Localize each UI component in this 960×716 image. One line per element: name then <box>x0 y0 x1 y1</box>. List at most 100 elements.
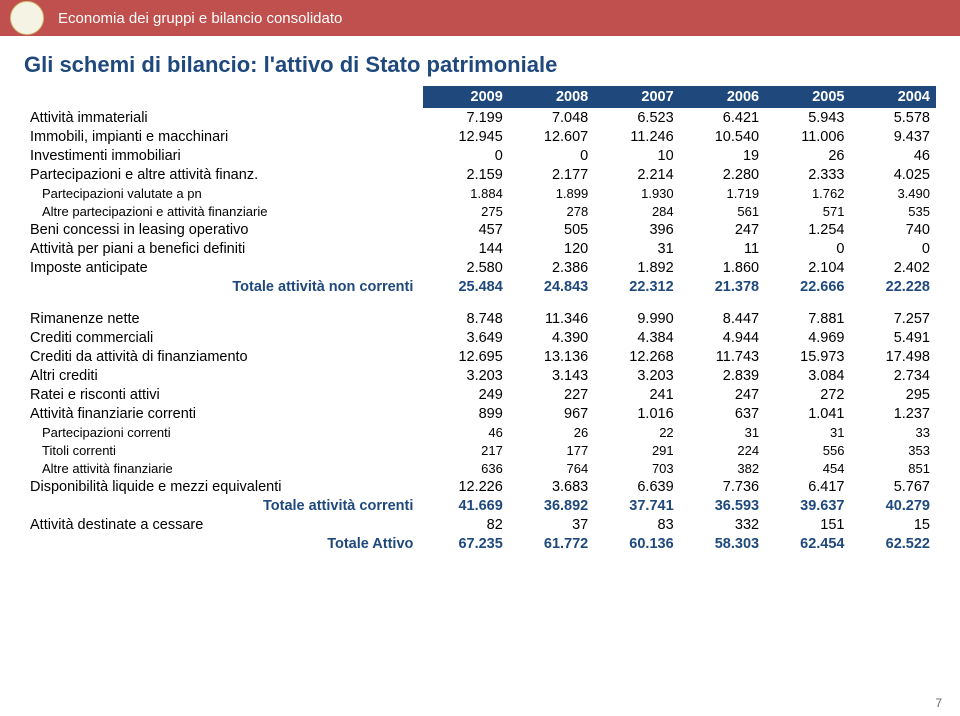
cell-value: 1.237 <box>851 404 937 423</box>
cell-value: 11.246 <box>594 127 679 146</box>
cell-value: 505 <box>509 220 594 239</box>
cell-value: 2.734 <box>851 366 937 385</box>
cell-value: 0 <box>765 239 850 258</box>
data-row: Partecipazioni correnti462622313133 <box>24 423 936 441</box>
cell-value: 10 <box>594 146 679 165</box>
cell-value: 37 <box>509 515 594 534</box>
year-header: 2009 <box>423 86 508 108</box>
cell-value: 67.235 <box>423 534 508 553</box>
cell-value: 40.279 <box>851 496 937 515</box>
cell-value: 454 <box>765 459 850 477</box>
cell-value: 1.860 <box>680 258 765 277</box>
cell-value: 1.899 <box>509 184 594 202</box>
data-row: Crediti commerciali3.6494.3904.3844.9444… <box>24 328 936 347</box>
cell-value: 3.203 <box>423 366 508 385</box>
total-row: Totale attività non correnti25.48424.843… <box>24 277 936 296</box>
cell-value: 4.969 <box>765 328 850 347</box>
row-label: Beni concessi in leasing operativo <box>24 220 423 239</box>
cell-value: 1.719 <box>680 184 765 202</box>
cell-value: 0 <box>509 146 594 165</box>
cell-value: 1.930 <box>594 184 679 202</box>
cell-value: 0 <box>851 239 937 258</box>
cell-value: 9.990 <box>594 309 679 328</box>
cell-value: 6.421 <box>680 108 765 127</box>
cell-value: 637 <box>680 404 765 423</box>
cell-value: 2.104 <box>765 258 850 277</box>
logo-icon <box>10 1 44 35</box>
cell-value: 62.522 <box>851 534 937 553</box>
cell-value: 2.839 <box>680 366 765 385</box>
year-header: 2007 <box>594 86 679 108</box>
cell-value: 295 <box>851 385 937 404</box>
cell-value: 636 <box>423 459 508 477</box>
cell-value: 1.041 <box>765 404 850 423</box>
total-row: Totale Attivo67.23561.77260.13658.30362.… <box>24 534 936 553</box>
data-row: Titoli correnti217177291224556353 <box>24 441 936 459</box>
cell-value: 7.199 <box>423 108 508 127</box>
cell-value: 8.748 <box>423 309 508 328</box>
cell-value: 7.257 <box>851 309 937 328</box>
row-label: Ratei e risconti attivi <box>24 385 423 404</box>
row-label: Totale Attivo <box>24 534 423 553</box>
data-row: Altre attività finanziarie63676470338245… <box>24 459 936 477</box>
cell-value: 15 <box>851 515 937 534</box>
cell-value: 5.767 <box>851 477 937 496</box>
data-row: Attività finanziarie correnti8999671.016… <box>24 404 936 423</box>
cell-value: 967 <box>509 404 594 423</box>
cell-value: 39.637 <box>765 496 850 515</box>
cell-value: 3.143 <box>509 366 594 385</box>
cell-value: 11.346 <box>509 309 594 328</box>
cell-value: 2.214 <box>594 165 679 184</box>
cell-value: 7.881 <box>765 309 850 328</box>
row-label: Crediti da attività di finanziamento <box>24 347 423 366</box>
data-row: Disponibilità liquide e mezzi equivalent… <box>24 477 936 496</box>
cell-value: 12.695 <box>423 347 508 366</box>
cell-value: 3.084 <box>765 366 850 385</box>
row-label: Partecipazioni e altre attività finanz. <box>24 165 423 184</box>
cell-value: 2.333 <box>765 165 850 184</box>
cell-value: 36.593 <box>680 496 765 515</box>
cell-value: 2.159 <box>423 165 508 184</box>
data-row: Attività per piani a benefici definiti14… <box>24 239 936 258</box>
cell-value: 224 <box>680 441 765 459</box>
cell-value: 1.016 <box>594 404 679 423</box>
cell-value: 764 <box>509 459 594 477</box>
cell-value: 12.945 <box>423 127 508 146</box>
cell-value: 6.639 <box>594 477 679 496</box>
cell-value: 1.884 <box>423 184 508 202</box>
cell-value: 899 <box>423 404 508 423</box>
cell-value: 31 <box>594 239 679 258</box>
data-row: Ratei e risconti attivi24922724124727229… <box>24 385 936 404</box>
cell-value: 217 <box>423 441 508 459</box>
data-row: Partecipazioni valutate a pn1.8841.8991.… <box>24 184 936 202</box>
cell-value: 15.973 <box>765 347 850 366</box>
data-row: Rimanenze nette8.74811.3469.9908.4477.88… <box>24 309 936 328</box>
row-label: Attività immateriali <box>24 108 423 127</box>
cell-value: 7.048 <box>509 108 594 127</box>
cell-value: 561 <box>680 202 765 220</box>
cell-value: 22 <box>594 423 679 441</box>
cell-value: 11 <box>680 239 765 258</box>
cell-value: 9.437 <box>851 127 937 146</box>
data-row: Investimenti immobiliari0010192646 <box>24 146 936 165</box>
cell-value: 291 <box>594 441 679 459</box>
cell-value: 12.607 <box>509 127 594 146</box>
row-label: Attività per piani a benefici definiti <box>24 239 423 258</box>
balance-sheet-table: 200920082007200620052004 Attività immate… <box>24 86 936 553</box>
cell-value: 3.649 <box>423 328 508 347</box>
cell-value: 353 <box>851 441 937 459</box>
cell-value: 60.136 <box>594 534 679 553</box>
data-row: Partecipazioni e altre attività finanz.2… <box>24 165 936 184</box>
row-label: Altre partecipazioni e attività finanzia… <box>24 202 423 220</box>
cell-value: 457 <box>423 220 508 239</box>
row-label: Altre attività finanziarie <box>24 459 423 477</box>
cell-value: 11.743 <box>680 347 765 366</box>
cell-value: 26 <box>509 423 594 441</box>
cell-value: 11.006 <box>765 127 850 146</box>
cell-value: 6.523 <box>594 108 679 127</box>
page-title: Gli schemi di bilancio: l'attivo di Stat… <box>24 52 936 78</box>
data-row: Altre partecipazioni e attività finanzia… <box>24 202 936 220</box>
cell-value: 278 <box>509 202 594 220</box>
cell-value: 284 <box>594 202 679 220</box>
row-label: Disponibilità liquide e mezzi equivalent… <box>24 477 423 496</box>
